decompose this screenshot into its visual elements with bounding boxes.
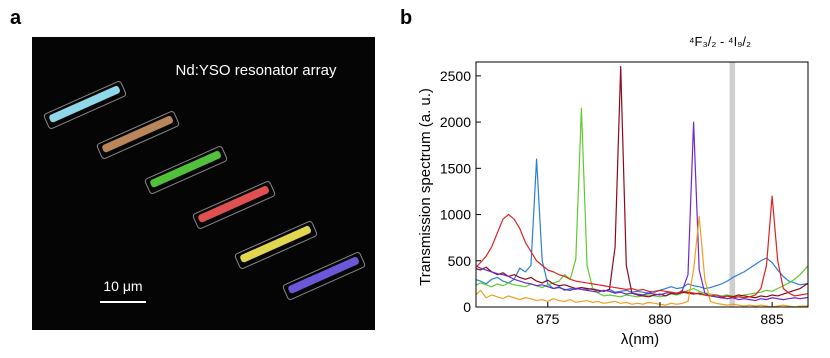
spectrum-line <box>476 195 808 299</box>
caption: Nd:YSO resonator array <box>176 62 337 79</box>
x-tick-label: 885 <box>760 311 784 327</box>
x-tick-label: 875 <box>536 311 560 327</box>
y-tick-label: 2000 <box>440 114 471 130</box>
spectrum-line <box>476 66 808 299</box>
plot <box>476 62 808 308</box>
micrograph <box>32 37 375 330</box>
x-axis-label: λ(nm) <box>621 331 659 348</box>
spectrum-line <box>476 215 808 308</box>
spectrum-line <box>476 107 808 298</box>
scale-bar-label: 10 μm <box>103 278 142 294</box>
plot-frame <box>475 61 809 308</box>
x-tick-label: 880 <box>648 311 672 327</box>
y-tick-label: 0 <box>463 299 471 315</box>
transition-band <box>729 62 736 307</box>
series-lines <box>476 66 808 308</box>
resonators <box>43 81 366 300</box>
y-tick-label: 1500 <box>440 160 471 176</box>
y-tick-label: 500 <box>448 253 472 269</box>
panel-label: b <box>400 7 412 29</box>
y-axis-label: Transmission spectrum (a. u.) <box>417 88 434 286</box>
annotation: ⁴F₃/₂ - ⁴I₉/₂ <box>689 34 751 49</box>
panel-label: a <box>10 7 22 29</box>
y-tick-label: 1000 <box>440 207 471 223</box>
y-tick-label: 2500 <box>440 68 471 84</box>
spectrum-line <box>476 121 808 302</box>
